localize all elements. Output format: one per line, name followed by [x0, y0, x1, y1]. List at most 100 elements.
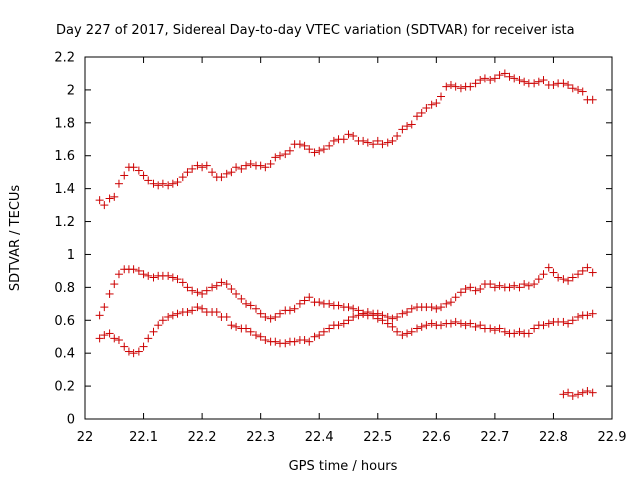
data-point	[495, 71, 504, 80]
data-point	[446, 298, 455, 307]
data-point	[281, 150, 290, 159]
data-point	[568, 391, 577, 400]
data-point	[437, 321, 446, 330]
data-point	[344, 130, 353, 139]
plot-frame	[84, 56, 613, 420]
data-point	[271, 312, 280, 321]
data-point	[242, 324, 251, 333]
data-point	[539, 321, 548, 330]
x-tick-label: 22.6	[422, 430, 451, 445]
data-point	[466, 283, 475, 292]
data-point	[237, 294, 246, 303]
data-point	[559, 79, 568, 88]
y-tick-label: 0.8	[54, 281, 75, 296]
data-point	[403, 122, 412, 131]
data-point	[173, 178, 182, 187]
data-point	[524, 329, 533, 338]
data-point	[500, 69, 509, 78]
data-point	[530, 324, 539, 333]
x-tick-label: 22.9	[598, 430, 627, 445]
data-point	[588, 95, 597, 104]
data-point	[534, 77, 543, 86]
x-tick-label: 22	[77, 430, 94, 445]
data-point	[359, 309, 368, 318]
data-point	[413, 324, 422, 333]
data-point	[178, 278, 187, 287]
data-point	[154, 181, 163, 190]
y-tick-label: 0.2	[54, 380, 75, 395]
data-point	[407, 120, 416, 129]
data-point	[442, 299, 451, 308]
data-point	[437, 303, 446, 312]
data-point	[325, 141, 334, 150]
data-point	[134, 266, 143, 275]
data-point	[486, 76, 495, 85]
data-point	[466, 82, 475, 91]
data-point	[393, 131, 402, 140]
data-point	[139, 342, 148, 351]
data-point	[568, 316, 577, 325]
data-point	[212, 281, 221, 290]
data-point	[422, 104, 431, 113]
data-point	[305, 293, 314, 302]
data-point	[173, 275, 182, 284]
data-point	[168, 311, 177, 320]
data-point	[495, 324, 504, 333]
data-point	[388, 322, 397, 331]
y-tick-label: 1.6	[54, 149, 75, 164]
data-point	[256, 161, 265, 170]
data-point	[144, 271, 153, 280]
data-point	[383, 319, 392, 328]
data-point	[568, 273, 577, 282]
data-point	[515, 327, 524, 336]
data-point	[369, 311, 378, 320]
data-point	[413, 112, 422, 121]
data-point	[227, 168, 236, 177]
data-point	[100, 303, 109, 312]
data-point	[490, 74, 499, 83]
data-point	[574, 270, 583, 279]
data-point	[530, 280, 539, 289]
data-point	[319, 145, 328, 154]
data-point	[281, 339, 290, 348]
data-point	[188, 306, 197, 315]
data-point	[144, 334, 153, 343]
data-point	[505, 283, 514, 292]
data-point	[290, 304, 299, 313]
data-point	[578, 87, 587, 96]
data-point	[114, 336, 123, 345]
data-point	[212, 308, 221, 317]
data-point	[554, 273, 563, 282]
data-point	[149, 273, 158, 282]
data-point	[95, 334, 104, 343]
data-point	[564, 388, 573, 397]
data-point	[202, 161, 211, 170]
data-point	[505, 72, 514, 81]
data-point	[251, 304, 260, 313]
data-point	[588, 268, 597, 277]
data-point	[271, 337, 280, 346]
x-tick-label: 22.4	[305, 430, 334, 445]
data-point	[227, 321, 236, 330]
data-point	[300, 141, 309, 150]
data-point	[520, 280, 529, 289]
data-point	[451, 293, 460, 302]
data-point	[300, 296, 309, 305]
data-point	[564, 276, 573, 285]
data-point	[246, 159, 255, 168]
data-point	[134, 166, 143, 175]
data-point	[305, 145, 314, 154]
data-point	[564, 319, 573, 328]
data-point	[534, 275, 543, 284]
data-point	[242, 299, 251, 308]
data-point	[256, 332, 265, 341]
data-point	[407, 304, 416, 313]
data-point	[574, 85, 583, 94]
data-point	[383, 138, 392, 147]
data-point	[285, 306, 294, 315]
x-axis-label: GPS time / hours	[289, 459, 398, 474]
data-point	[105, 194, 114, 203]
data-point	[173, 309, 182, 318]
data-point	[114, 179, 123, 188]
